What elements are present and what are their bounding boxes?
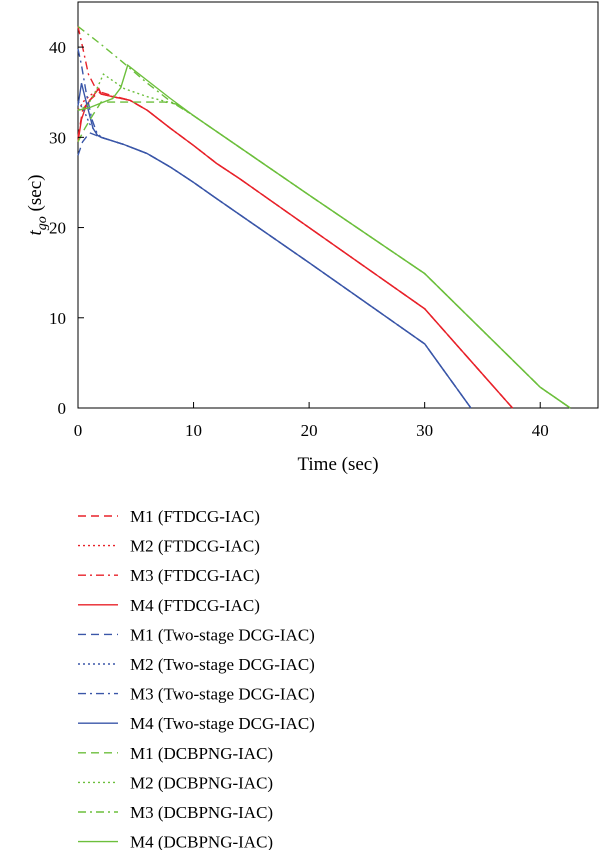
y-axis-title-subscript: go	[35, 216, 50, 230]
legend-label: M3 (DCBPNG-IAC)	[130, 803, 273, 822]
x-tick-label: 20	[301, 421, 318, 440]
legend-item: M4 (DCBPNG-IAC)	[78, 833, 273, 852]
y-axis-title: tgo (sec)	[25, 175, 50, 236]
legend-item: M1 (DCBPNG-IAC)	[78, 744, 273, 763]
legend-label: M2 (DCBPNG-IAC)	[130, 773, 273, 792]
legend-item: M1 (FTDCG-IAC)	[78, 507, 260, 526]
legend-item: M3 (DCBPNG-IAC)	[78, 803, 273, 822]
y-axis-title-main: t	[25, 229, 46, 235]
series-line-6	[77, 100, 472, 409]
series-line-5	[77, 131, 472, 409]
legend: M1 (FTDCG-IAC) M2 (FTDCG-IAC) M3 (FTDCG-IA…	[78, 507, 315, 852]
x-axis-title: Time (sec)	[297, 454, 378, 475]
legend-label: M2 (Two-stage DCG-IAC)	[130, 655, 315, 674]
legend-label: M3 (Two-stage DCG-IAC)	[130, 685, 315, 704]
legend-label: M2 (FTDCG-IAC)	[130, 537, 260, 556]
y-tick-label: 20	[49, 219, 66, 238]
y-axis-title-unit: (sec)	[25, 175, 46, 217]
x-tick-label: 30	[416, 421, 433, 440]
legend-label: M4 (Two-stage DCG-IAC)	[130, 714, 315, 733]
y-tick-label: 30	[49, 128, 66, 147]
legend-item: M3 (Two-stage DCG-IAC)	[78, 685, 315, 704]
y-tick-label: 10	[49, 309, 66, 328]
series-line-2	[77, 88, 514, 409]
plot-area	[77, 1, 599, 409]
series-line-1	[77, 91, 514, 409]
series-line-12	[77, 64, 571, 409]
plot-frame	[77, 1, 599, 409]
series-line-10	[77, 73, 571, 409]
legend-label: M1 (DCBPNG-IAC)	[130, 744, 273, 763]
series-line-9	[77, 101, 571, 409]
legend-label: M3 (FTDCG-IAC)	[130, 566, 260, 585]
y-tick-label: 0	[58, 399, 67, 418]
legend-item: M3 (FTDCG-IAC)	[78, 566, 260, 585]
series-line-8	[77, 83, 472, 409]
legend-label: M4 (DCBPNG-IAC)	[130, 833, 273, 850]
series-line-4	[77, 87, 514, 409]
y-axis: 0 10 20 30 40	[49, 38, 84, 418]
legend-item: M4 (Two-stage DCG-IAC)	[78, 714, 315, 733]
legend-item: M2 (FTDCG-IAC)	[78, 537, 260, 556]
legend-label: M1 (FTDCG-IAC)	[130, 507, 260, 526]
x-tick-label: 10	[185, 421, 202, 440]
legend-item: M2 (DCBPNG-IAC)	[78, 773, 273, 792]
legend-label: M1 (Two-stage DCG-IAC)	[130, 625, 315, 644]
legend-label: M4 (FTDCG-IAC)	[130, 596, 260, 615]
legend-item: M4 (FTDCG-IAC)	[78, 596, 260, 615]
y-tick-label: 40	[49, 38, 66, 57]
x-tick-label: 40	[532, 421, 549, 440]
x-axis: 0 10 20 30 40	[74, 402, 549, 440]
legend-item: M1 (Two-stage DCG-IAC)	[78, 625, 315, 644]
x-tick-label: 0	[74, 421, 83, 440]
legend-item: M2 (Two-stage DCG-IAC)	[78, 655, 315, 674]
